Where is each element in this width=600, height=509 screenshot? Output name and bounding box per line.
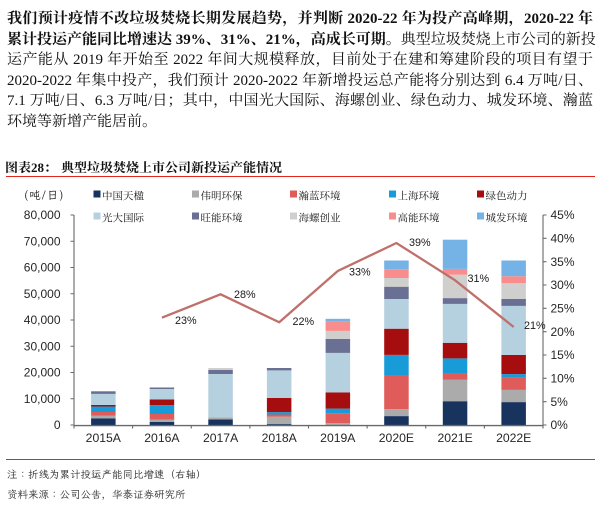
svg-text:2021E: 2021E (437, 431, 472, 445)
svg-text:0%: 0% (551, 418, 569, 432)
svg-text:2020E: 2020E (379, 431, 414, 445)
svg-text:15%: 15% (551, 348, 575, 362)
svg-text:城发环境: 城发环境 (486, 210, 528, 225)
svg-text:2022E: 2022E (496, 431, 531, 445)
svg-text:35%: 35% (551, 255, 575, 269)
svg-text:20,000: 20,000 (24, 366, 61, 380)
svg-text:30,000: 30,000 (24, 339, 61, 353)
svg-text:23%: 23% (175, 315, 197, 327)
svg-text:光大国际: 光大国际 (102, 210, 144, 225)
svg-text:50,000: 50,000 (24, 287, 61, 301)
svg-text:80,000: 80,000 (24, 208, 61, 222)
svg-text:2017A: 2017A (203, 431, 239, 445)
svg-text:2015A: 2015A (86, 431, 122, 445)
svg-text:瀚蓝环境: 瀚蓝环境 (299, 188, 341, 203)
svg-text:45%: 45% (551, 208, 575, 222)
svg-text:旺能环境: 旺能环境 (201, 210, 243, 225)
svg-text:高能环境: 高能环境 (398, 210, 440, 225)
svg-text:5%: 5% (551, 395, 569, 409)
svg-text:70,000: 70,000 (24, 234, 61, 248)
svg-text:21%: 21% (524, 320, 546, 332)
svg-text:30%: 30% (551, 278, 575, 292)
svg-text:0: 0 (54, 418, 61, 432)
svg-text:28%: 28% (234, 289, 256, 301)
svg-text:10,000: 10,000 (24, 392, 61, 406)
svg-text:中国天楹: 中国天楹 (102, 188, 144, 203)
svg-text:海螺创业: 海螺创业 (299, 210, 341, 225)
svg-text:25%: 25% (551, 301, 575, 315)
svg-text:10%: 10% (551, 371, 575, 385)
svg-text:20%: 20% (551, 325, 575, 339)
svg-text:33%: 33% (349, 267, 371, 279)
svg-text:(吨/日): (吨/日) (24, 188, 65, 203)
svg-text:40%: 40% (551, 231, 575, 245)
svg-text:2019A: 2019A (320, 431, 356, 445)
svg-text:伟明环保: 伟明环保 (201, 188, 243, 203)
svg-text:上海环境: 上海环境 (398, 188, 440, 203)
svg-text:2016A: 2016A (144, 431, 180, 445)
svg-text:60,000: 60,000 (24, 261, 61, 275)
svg-text:31%: 31% (468, 273, 490, 285)
svg-text:2018A: 2018A (262, 431, 298, 445)
svg-text:40,000: 40,000 (24, 313, 61, 327)
svg-text:22%: 22% (293, 316, 315, 328)
svg-text:39%: 39% (409, 237, 431, 249)
svg-text:绿色动力: 绿色动力 (486, 188, 528, 203)
